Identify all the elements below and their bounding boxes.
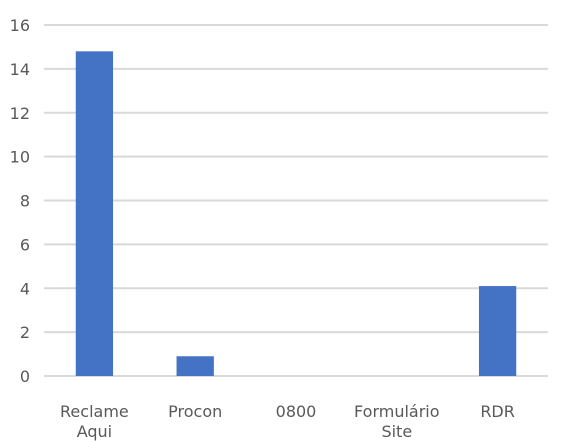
y-axis-tick-labels: 0 2 4 6 8 10 12 14 16 xyxy=(10,16,30,386)
bar xyxy=(176,356,214,376)
x-category-label-line: Site xyxy=(381,422,412,441)
x-category-label: Procon xyxy=(168,402,222,421)
y-tick-label: 2 xyxy=(20,323,30,342)
bar xyxy=(478,286,517,376)
bar xyxy=(75,51,114,376)
x-category-label: 0800 xyxy=(276,402,317,421)
x-category-label: Reclame Aqui xyxy=(60,402,129,441)
x-category-label: Formulário Site xyxy=(354,402,440,441)
y-tick-label: 14 xyxy=(10,60,30,79)
x-category-label-line: Aqui xyxy=(77,422,112,441)
x-category-label-line: Reclame xyxy=(60,402,129,421)
x-category-label-line: 0800 xyxy=(276,402,317,421)
y-tick-label: 0 xyxy=(20,367,30,386)
x-axis-category-labels: Reclame Aqui Procon 0800 Formulário Site RDR xyxy=(60,402,515,441)
y-tick-label: 4 xyxy=(20,279,30,298)
y-tick-label: 16 xyxy=(10,16,30,35)
x-category-label: RDR xyxy=(480,402,515,421)
y-tick-label: 10 xyxy=(10,148,30,167)
gridlines xyxy=(44,24,548,377)
x-category-label-line: RDR xyxy=(480,402,515,421)
x-category-label-line: Procon xyxy=(168,402,222,421)
y-tick-label: 12 xyxy=(10,104,30,123)
bars xyxy=(75,51,517,376)
y-tick-label: 6 xyxy=(20,235,30,254)
x-category-label-line: Formulário xyxy=(354,402,440,421)
y-tick-label: 8 xyxy=(20,192,30,211)
